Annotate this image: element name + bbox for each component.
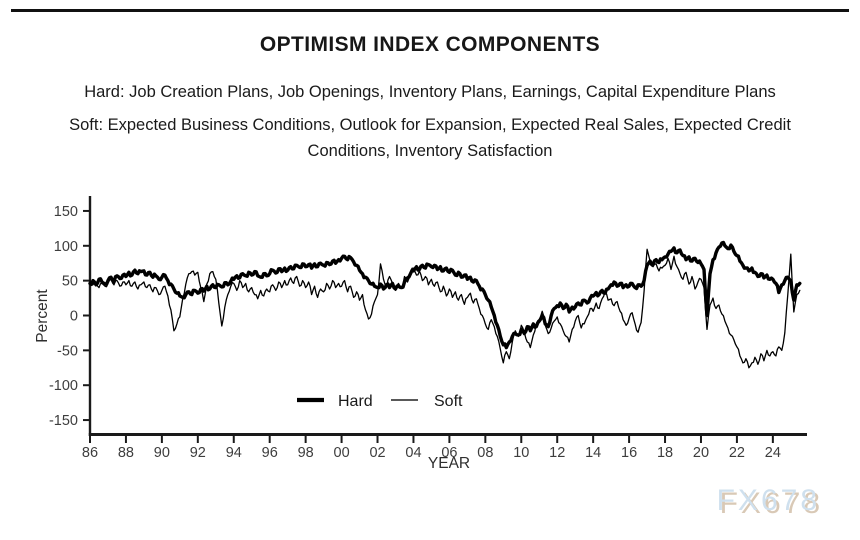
x-tick-label: 88 — [118, 445, 134, 461]
x-tick-label: 24 — [765, 445, 781, 461]
legend-hard-label: Hard — [338, 393, 373, 410]
x-tick-label: 18 — [657, 445, 673, 461]
y-tick-label: 100 — [54, 239, 78, 255]
x-tick-label: 02 — [369, 445, 385, 461]
y-tick-label: 150 — [54, 204, 78, 220]
x-tick-label: 08 — [477, 445, 493, 461]
x-tick-label: 98 — [298, 445, 314, 461]
legend-soft-label: Soft — [434, 393, 463, 410]
y-tick-label: -50 — [57, 343, 78, 359]
top-border-line — [11, 9, 849, 12]
x-tick-label: 10 — [513, 445, 529, 461]
y-axis-title: Percent — [34, 289, 51, 343]
x-tick-label: 90 — [154, 445, 170, 461]
x-axis-title: YEAR — [428, 455, 470, 472]
subtitle-soft-components: Soft: Expected Business Conditions, Outl… — [69, 116, 791, 160]
y-tick-label: 50 — [62, 274, 78, 290]
y-tick-label: -150 — [49, 413, 78, 429]
x-tick-label: 92 — [190, 445, 206, 461]
x-tick-label: 96 — [262, 445, 278, 461]
x-tick-label: 14 — [585, 445, 601, 461]
x-tick-label: 12 — [549, 445, 565, 461]
x-tick-label: 00 — [334, 445, 350, 461]
watermark: FX678 — [716, 484, 820, 517]
x-tick-label: 20 — [693, 445, 709, 461]
x-tick-label: 22 — [729, 445, 745, 461]
subtitle-hard-components: Hard: Job Creation Plans, Job Openings, … — [84, 83, 776, 101]
x-tick-label: 94 — [226, 445, 242, 461]
y-axis-ticks: 150 100 50 0 -50 -100 -150 — [49, 204, 90, 429]
y-tick-label: -100 — [49, 378, 78, 394]
x-axis-ticks: 86 88 90 92 94 96 98 00 02 04 06 08 10 12 14 16 18 20 22 24 — [82, 436, 781, 461]
x-tick-label: 86 — [82, 445, 98, 461]
hard-series-line — [88, 240, 802, 350]
x-tick-label: 06 — [441, 445, 457, 461]
legend: Hard Soft — [297, 393, 463, 410]
x-tick-label: 04 — [405, 445, 421, 461]
chart-title: OPTIMISM INDEX COMPONENTS — [259, 33, 601, 56]
soft-series-line — [89, 248, 801, 369]
y-tick-label: 0 — [70, 309, 78, 325]
x-tick-label: 16 — [621, 445, 637, 461]
